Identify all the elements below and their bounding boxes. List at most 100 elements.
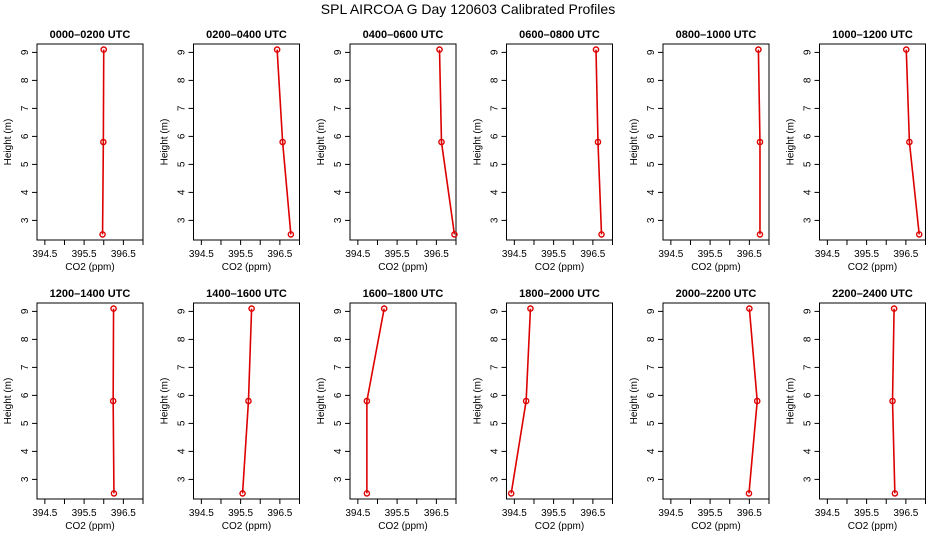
panel-title: 2200–2400 UTC — [832, 288, 913, 300]
y-tick-label: 5 — [490, 420, 501, 426]
y-axis-label: Height (m) — [160, 378, 171, 425]
y-tick-label: 8 — [490, 336, 501, 342]
chart-panel-10: 1800–2000 UTC 394.5 395.5 396.5 CO2 (ppm) 3 4 5… — [473, 288, 613, 532]
x-tick-label: 395.5 — [228, 249, 253, 260]
data-point — [109, 397, 117, 405]
data-point — [891, 490, 899, 497]
data-point — [753, 397, 761, 405]
data-point — [438, 138, 445, 146]
data-point — [915, 231, 923, 238]
y-tick-label: 4 — [333, 189, 344, 195]
y-tick-label: 3 — [177, 476, 188, 482]
data-point — [507, 490, 515, 497]
panel-title: 0200–0400 UTC — [206, 29, 287, 41]
data-point — [248, 305, 255, 312]
y-axis-label: Height (m) — [316, 378, 327, 425]
y-tick-label: 8 — [20, 336, 31, 342]
y-tick-label: 4 — [803, 448, 814, 454]
y-tick-label: 7 — [177, 105, 188, 111]
panel-title: 0600–0800 UTC — [519, 29, 600, 41]
y-tick-label: 8 — [177, 77, 188, 83]
data-point — [902, 46, 910, 53]
y-tick-label: 7 — [490, 364, 501, 370]
y-tick-label: 4 — [177, 448, 188, 454]
y-axis-label: Height (m) — [473, 119, 484, 166]
panel-title: 0400–0600 UTC — [363, 29, 444, 41]
x-axis-label: CO2 (ppm) — [65, 262, 114, 273]
series-line — [112, 308, 115, 494]
data-point — [906, 138, 913, 146]
y-tick-label: 6 — [177, 133, 188, 139]
panel-title: 0800–1000 UTC — [676, 29, 757, 41]
panel-title: 1000–1200 UTC — [832, 29, 913, 41]
series-line — [510, 308, 532, 494]
y-tick-label: 5 — [20, 420, 31, 426]
data-point — [592, 46, 600, 53]
data-point — [245, 397, 252, 405]
x-axis-label: CO2 (ppm) — [691, 521, 740, 532]
x-tick-label: 394.5 — [815, 508, 840, 519]
y-tick-label: 6 — [803, 133, 814, 139]
y-tick-label: 7 — [646, 105, 657, 111]
x-tick-label: 394.5 — [502, 249, 527, 260]
y-tick-label: 5 — [333, 161, 344, 167]
series-line — [905, 49, 921, 235]
data-point — [363, 397, 371, 405]
y-tick-label: 5 — [803, 161, 814, 167]
y-tick-label: 6 — [490, 392, 501, 398]
x-tick-label: 396.5 — [580, 249, 605, 260]
x-tick-label: 395.5 — [72, 508, 97, 519]
plot-frame — [662, 302, 770, 500]
y-tick-label: 8 — [803, 77, 814, 83]
y-tick-label: 9 — [646, 49, 657, 55]
y-tick-label: 4 — [490, 448, 501, 454]
data-point — [436, 46, 443, 53]
y-tick-label: 3 — [803, 217, 814, 223]
x-tick-label: 394.5 — [815, 249, 840, 260]
chart-panel-11: 2000–2200 UTC 394.5 395.5 396.5 CO2 (ppm) 3 4 5… — [629, 288, 770, 532]
chart-panel-4: 0600–0800 UTC 394.5 395.5 396.5 CO2 (ppm) 3 4 5… — [473, 29, 613, 273]
plot-frame — [36, 43, 144, 241]
y-tick-label: 8 — [177, 336, 188, 342]
data-point — [594, 138, 602, 146]
y-tick-label: 7 — [20, 364, 31, 370]
y-tick-label: 9 — [490, 49, 501, 55]
y-axis-label: Height (m) — [3, 378, 14, 425]
series-line — [366, 308, 385, 494]
plot-frame — [193, 302, 300, 500]
y-tick-label: 9 — [490, 308, 501, 314]
plot-frame — [506, 43, 613, 241]
data-point — [890, 305, 898, 312]
data-point — [239, 490, 246, 497]
data-point — [100, 46, 108, 53]
panel-title: 0000–0200 UTC — [50, 29, 131, 41]
x-tick-label: 396.5 — [424, 249, 449, 260]
plot-frame — [662, 43, 770, 241]
series-line — [101, 49, 105, 235]
y-tick-label: 3 — [803, 476, 814, 482]
chart-panel-12: 2200–2400 UTC 394.5 395.5 396.5 CO2 (ppm) 3 4 5… — [786, 288, 926, 532]
panel-title: 1600–1800 UTC — [363, 288, 444, 300]
x-tick-label: 396.5 — [267, 508, 292, 519]
x-tick-label: 394.5 — [658, 508, 683, 519]
x-tick-label: 394.5 — [658, 249, 683, 260]
y-tick-label: 4 — [20, 448, 31, 454]
y-tick-label: 9 — [803, 49, 814, 55]
data-point — [99, 231, 106, 238]
x-tick-label: 394.5 — [345, 508, 370, 519]
series-line — [595, 49, 603, 235]
x-axis-label: CO2 (ppm) — [535, 521, 584, 532]
data-point — [745, 490, 753, 497]
x-tick-label: 395.5 — [541, 508, 566, 519]
y-tick-label: 8 — [646, 77, 657, 83]
y-tick-label: 9 — [20, 308, 31, 314]
y-tick-label: 4 — [333, 448, 344, 454]
data-point — [756, 138, 764, 146]
y-tick-label: 5 — [333, 420, 344, 426]
y-tick-label: 6 — [646, 133, 657, 139]
series-line — [241, 308, 253, 494]
x-tick-label: 396.5 — [424, 508, 449, 519]
y-axis-label: Height (m) — [316, 119, 327, 166]
y-tick-label: 6 — [177, 392, 188, 398]
